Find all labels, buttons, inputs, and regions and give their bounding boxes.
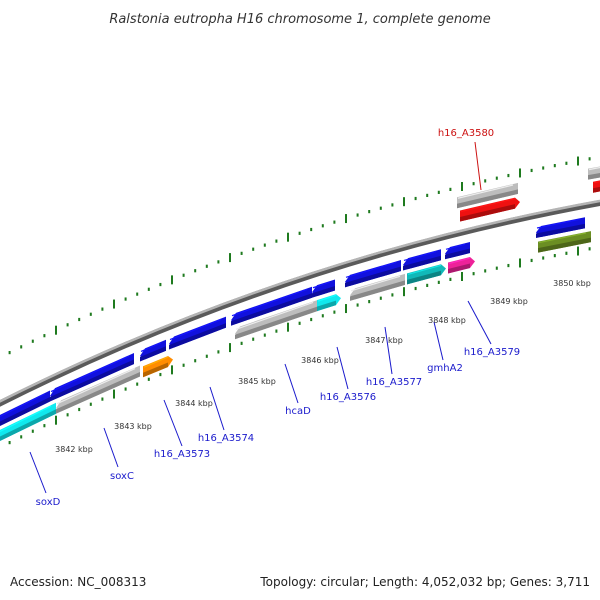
kbp-position-label: 3849 kbp [490,297,528,306]
leader-line [209,386,225,431]
gene-feature-hcaD-inner [235,299,318,340]
gene-feature-edge-grey [588,166,600,180]
genome-summary-text: Topology: circular; Length: 4,052,032 bp… [259,575,590,589]
gene-feature-h16_A3573 [140,339,166,362]
gene-feature-h16_A3576-inner [317,294,341,312]
gene-feature-soxD-inner [0,402,56,441]
leader-line [433,321,444,361]
leader-line [467,300,492,345]
map-title: Ralstonia eutropha H16 chromosome 1, com… [109,12,490,27]
gene-features [0,166,600,441]
gene-label[interactable]: soxC [110,471,134,482]
gene-feature-3850-blue [536,217,585,239]
kbp-position-label: 3847 kbp [365,336,403,345]
gene-label[interactable]: gmhA2 [427,363,463,374]
kbp-position-label: 3845 kbp [238,377,276,386]
accession-text: Accession: NC_008313 [10,575,146,589]
kbp-position-label: 3843 kbp [114,422,152,431]
gene-feature-h16_A3573-inner [143,355,173,378]
gene-label[interactable]: h16_A3577 [366,377,422,388]
inner-tick-row [8,246,591,445]
gene-feature-3850-olive [538,231,591,253]
kbp-position-label: 3850 kbp [553,279,591,288]
gene-labels: soxD soxC h16_A3573 h16_A3574 hcaD h16_A3576 h… [36,128,521,508]
gene-label[interactable]: soxD [36,497,61,508]
leader-line [163,399,183,447]
kbp-position-label: 3848 kbp [428,316,466,325]
gene-feature-h16_A3577 [345,260,401,288]
leader-line [384,326,393,375]
gene-feature-h16_A3580 [460,197,520,222]
gene-label[interactable]: h16_A3574 [198,433,254,444]
outer-tick-row [8,156,591,355]
gene-feature-h16_A3576 [312,279,335,298]
gene-feature-edge-red [593,180,600,193]
gene-feature-h16_A3579 [445,242,470,260]
gene-feature-soxC [50,352,134,402]
leader-line [336,346,349,390]
label-leader-lines [29,141,492,494]
gene-label[interactable]: hcaD [285,406,311,417]
kbp-position-label: 3846 kbp [301,356,339,365]
gene-feature-h16_A3577-inner [350,273,405,301]
gene-feature-gmhA2-inner [407,264,446,285]
gene-feature-h16_A3580-outer [457,182,518,209]
gene-feature-soxC-inner [56,365,140,414]
gene-feature-h16_A3574 [169,316,226,350]
kbp-position-label: 3842 kbp [55,445,93,454]
leader-line [103,427,119,468]
gene-feature-soxD [0,390,50,426]
chromosome-backbone [0,199,600,407]
position-labels: 3842 kbp 3843 kbp 3844 kbp 3845 kbp 3846 kbp… [55,279,591,454]
leader-line [474,141,482,191]
leader-line [29,451,47,494]
tick-marks [8,156,591,445]
gene-label[interactable]: h16_A3579 [464,347,520,358]
gene-label[interactable]: h16_A3573 [154,449,210,460]
gene-feature-gmhA2 [403,249,441,271]
gene-feature-hcaD [231,286,312,326]
gene-feature-h16_A3579-inner [448,257,475,274]
gene-label[interactable]: h16_A3580 [438,128,494,139]
kbp-position-label: 3844 kbp [175,399,213,408]
gene-label[interactable]: h16_A3576 [320,392,376,403]
leader-line [284,363,299,404]
